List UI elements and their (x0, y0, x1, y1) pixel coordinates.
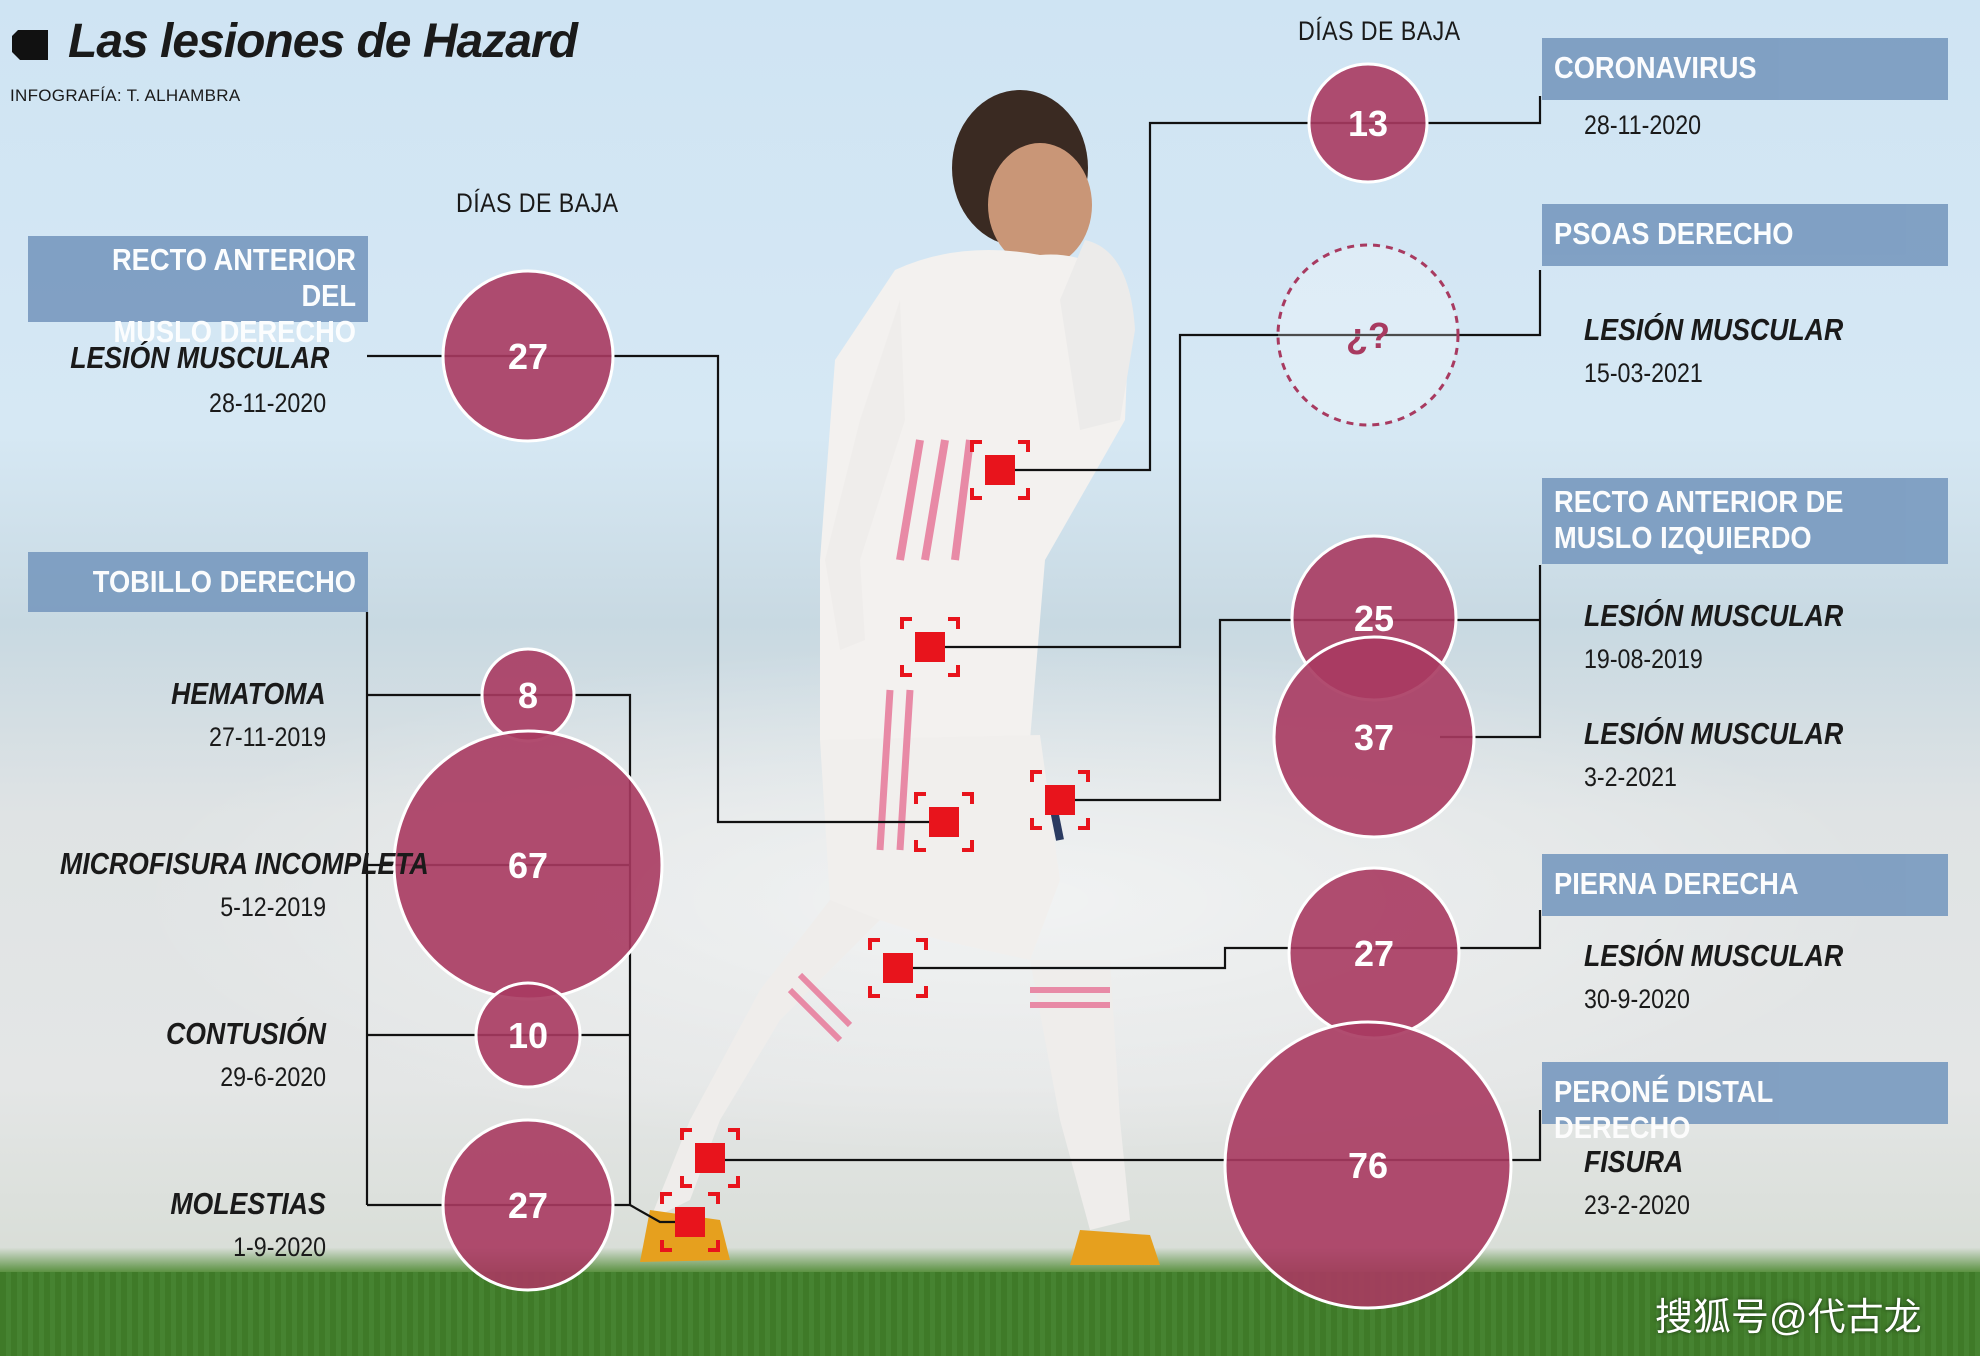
bubble-perone-value: 76 (1348, 1145, 1388, 1186)
date-molestias: 1-9-2020 (233, 1232, 326, 1262)
bubble-contusion-value: 10 (508, 1015, 548, 1056)
type-recto-izq-2: LESIÓN MUSCULAR (1584, 716, 1844, 751)
type-hematoma: HEMATOMA (171, 676, 326, 711)
date-recto-derecho: 28-11-2020 (208, 388, 326, 418)
line-coronavirus (1000, 96, 1542, 472)
bubble-psoas-value: ¿? (1346, 315, 1390, 356)
heading-psoas: PSOAS DERECHO (1542, 204, 1948, 266)
date-pierna: 30-9-2020 (1584, 984, 1690, 1014)
player-figure (640, 90, 1160, 1265)
injury-markers (660, 440, 1090, 1252)
heading-pierna-derecha: PIERNA DERECHA (1542, 854, 1948, 916)
bubble-microfisura: 67 (392, 729, 664, 1001)
bubble-recto-derecho-value: 27 (508, 336, 548, 377)
bubble-hematoma: 8 (480, 647, 576, 743)
days-label-left: DÍAS DE BAJA (456, 188, 619, 218)
newspaper-logo-icon (12, 30, 48, 60)
date-contusion: 29-6-2020 (220, 1062, 326, 1092)
bubble-molestias-value: 27 (508, 1185, 548, 1226)
bubble-coronavirus: 13 (1307, 62, 1429, 184)
bubble-psoas: ¿? (1276, 243, 1460, 427)
marker-recto-derecho (914, 792, 974, 852)
date-recto-izq-2: 3-2-2021 (1584, 762, 1677, 792)
marker-tobillo (660, 1192, 720, 1252)
line-perone (710, 1110, 1542, 1162)
line-pierna (900, 910, 1542, 970)
bubble-recto-izq-2-value: 37 (1354, 717, 1394, 758)
bubble-molestias: 27 (441, 1118, 615, 1292)
date-microfisura: 5-12-2019 (220, 892, 326, 922)
date-psoas: 15-03-2021 (1584, 358, 1703, 388)
type-recto-derecho: LESIÓN MUSCULAR (70, 340, 330, 375)
heading-perone: PERONÉ DISTAL DERECHO (1542, 1062, 1948, 1145)
marker-pierna (868, 938, 928, 998)
injury-bubbles: 27 8 67 10 27 13 ¿? 25 37 27 76 (392, 62, 1513, 1310)
grass-field (0, 1272, 1980, 1356)
type-perone: FISURA (1584, 1144, 1684, 1179)
type-contusion: CONTUSIÓN (166, 1016, 326, 1051)
bubble-contusion: 10 (474, 981, 582, 1089)
type-psoas: LESIÓN MUSCULAR (1584, 312, 1844, 347)
date-recto-izq-1: 19-08-2019 (1584, 644, 1703, 674)
heading-recto-izquierdo: RECTO ANTERIOR DE MUSLO IZQUIERDO (1542, 478, 1948, 564)
watermark: 搜狐号@代古龙 (1655, 1297, 1922, 1339)
marker-perone (680, 1128, 740, 1188)
heading-tobillo-derecho: TOBILLO DERECHO (28, 552, 368, 612)
bubble-recto-derecho: 27 (441, 269, 615, 443)
bubble-recto-izq-2: 37 (1272, 635, 1476, 839)
bubble-coronavirus-value: 13 (1348, 103, 1388, 144)
marker-recto-derecho-psoas (900, 617, 960, 677)
bubble-pierna: 27 (1287, 866, 1461, 1040)
line-psoas (930, 270, 1542, 649)
date-coronavirus: 28-11-2020 (1584, 110, 1702, 140)
bubble-recto-izq-1-value: 25 (1354, 598, 1394, 639)
days-label-top: DÍAS DE BAJA (1298, 16, 1461, 46)
date-hematoma: 27-11-2019 (208, 722, 326, 752)
type-pierna: LESIÓN MUSCULAR (1584, 938, 1844, 973)
bubble-pierna-value: 27 (1354, 933, 1394, 974)
heading-coronavirus: CORONAVIRUS (1542, 38, 1948, 100)
page-title: Las lesiones de Hazard (68, 15, 578, 68)
bubble-hematoma-value: 8 (518, 675, 538, 716)
heading-recto-derecho: RECTO ANTERIOR DEL MUSLO DERECHO (28, 236, 368, 349)
type-microfisura: MICROFISURA INCOMPLETA (60, 846, 429, 881)
bubble-microfisura-value: 67 (508, 845, 548, 886)
marker-psoas (970, 440, 1030, 500)
infographic-credit: INFOGRAFÍA: T. ALHAMBRA (10, 86, 241, 105)
marker-recto-izquierdo (1030, 770, 1090, 830)
type-recto-izq-1: LESIÓN MUSCULAR (1584, 598, 1844, 633)
type-molestias: MOLESTIAS (170, 1186, 326, 1221)
date-perone: 23-2-2020 (1584, 1190, 1690, 1220)
bubble-perone: 76 (1223, 1020, 1513, 1310)
